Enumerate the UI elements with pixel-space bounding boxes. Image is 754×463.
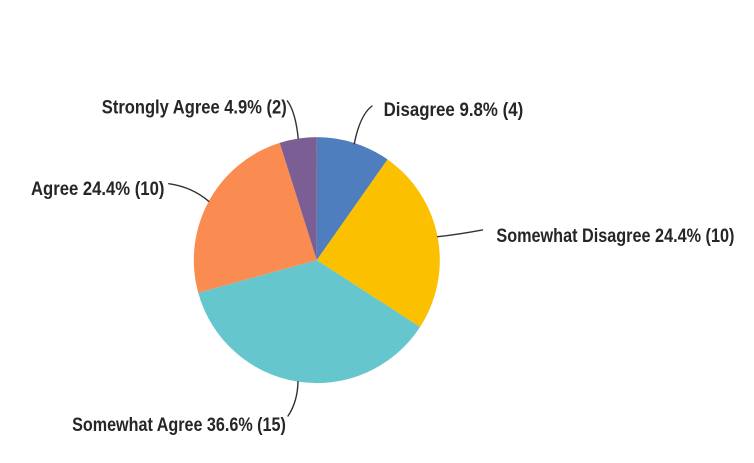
svg-text:Agree 24.4% (10): Agree 24.4% (10): [31, 178, 164, 200]
svg-text:Somewhat Agree 36.6% (15): Somewhat Agree 36.6% (15): [72, 414, 286, 436]
svg-text:Strongly Agree 4.9% (2): Strongly Agree 4.9% (2): [102, 97, 287, 119]
svg-text:Disagree 9.8% (4): Disagree 9.8% (4): [384, 99, 524, 121]
svg-text:Somewhat Disagree 24.4% (10): Somewhat Disagree 24.4% (10): [496, 225, 734, 247]
